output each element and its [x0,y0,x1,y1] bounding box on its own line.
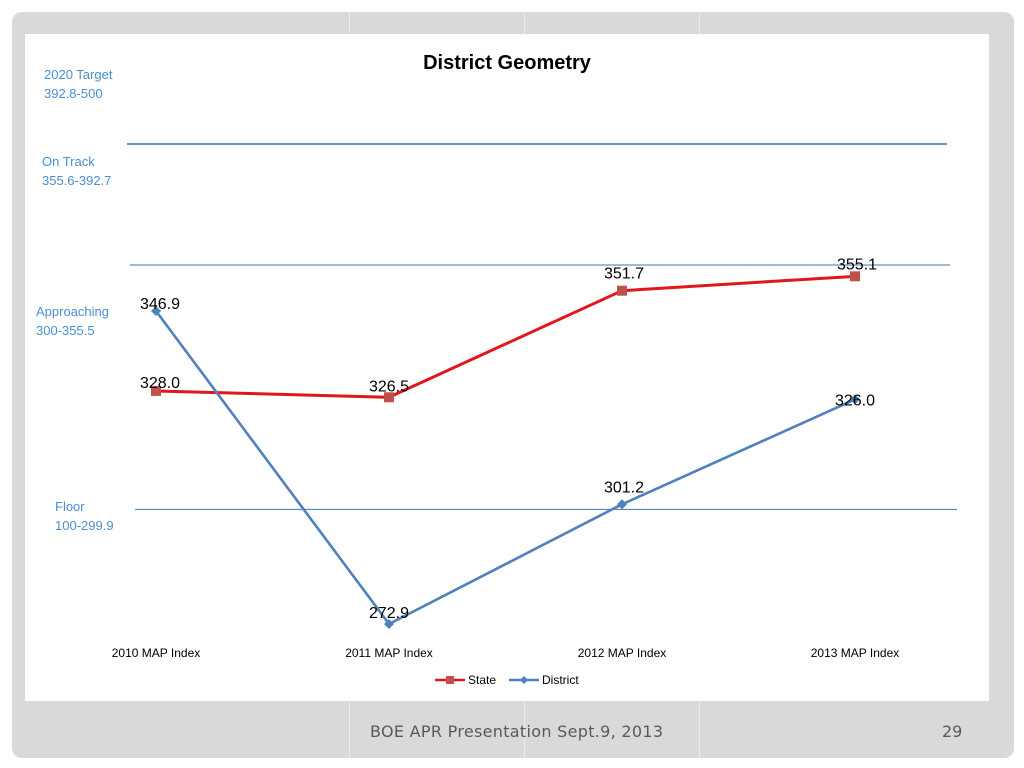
data-point-state [151,385,161,396]
legend-marker-state [446,676,454,684]
legend-marker-district [520,676,528,684]
data-label: 328.0 [140,375,180,392]
series-line-state [155,274,856,399]
band-label: Floor [55,499,85,514]
data-point-state [850,271,860,282]
slide-footer: BOE APR Presentation Sept.9, 2013 29 [0,712,1024,752]
data-point-state [617,285,627,296]
data-point-district [617,499,627,510]
data-label: 326.0 [835,392,875,409]
x-tick-label: 2012 MAP Index [578,646,667,660]
x-tick-label: 2013 MAP Index [811,646,900,660]
data-label: 301.2 [604,479,644,496]
data-label: 355.1 [837,256,877,273]
legend-label: State [468,673,496,687]
band-range: 392.8-500 [44,86,103,101]
data-point-district [850,394,860,405]
legend-label: District [542,673,579,687]
band-label: Approaching [36,304,109,319]
series-line-district [154,310,856,626]
band-label: 2020 Target [44,67,113,82]
chart-title: District Geometry [423,52,592,74]
chart: District Geometry 2020 Target 392.8-500 On … [36,52,957,687]
data-label: 346.9 [140,296,180,313]
data-label: 351.7 [604,266,644,283]
x-tick-label: 2011 MAP Index [345,646,433,660]
footer-text: BOE APR Presentation Sept.9, 2013 [370,722,664,741]
data-point-state [384,392,394,403]
data-point-district [384,619,394,629]
data-label: 272.9 [369,605,409,622]
band-range: 355.6-392.7 [42,173,111,188]
page-number: 29 [942,722,963,741]
x-tick-label: 2010 MAP Index [112,646,201,660]
chart-area: District Geometry 2020 Target 392.8-500 On … [25,34,989,701]
band-label: On Track [42,154,95,169]
band-range: 300-355.5 [36,323,95,338]
data-label: 326.5 [369,378,409,395]
data-point-district [151,306,161,316]
band-range: 100-299.9 [55,518,114,533]
